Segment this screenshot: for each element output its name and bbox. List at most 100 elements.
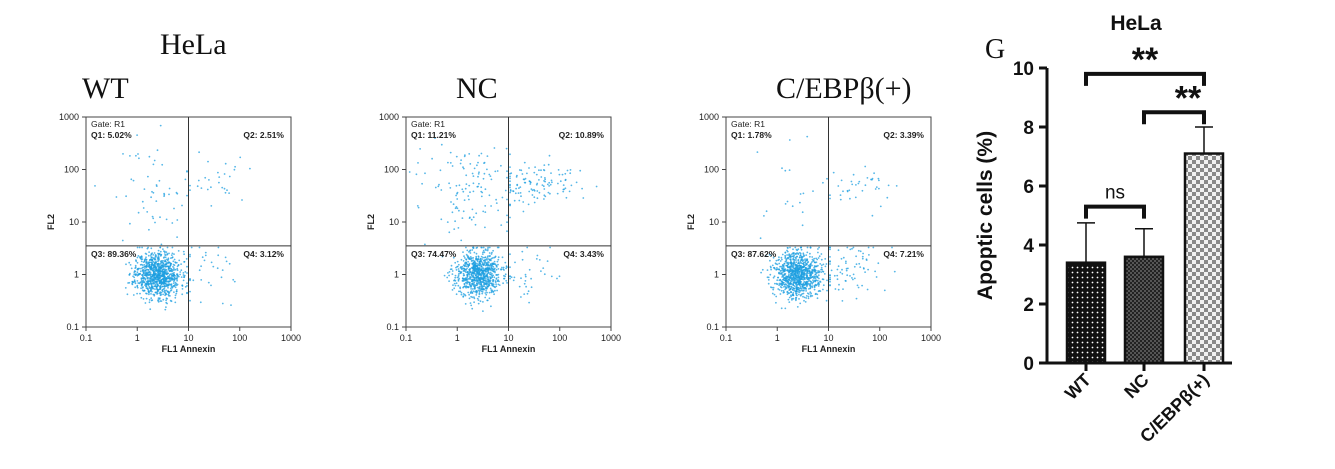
event-dot <box>463 285 466 287</box>
event-dot <box>497 279 499 281</box>
event-dot <box>802 288 804 290</box>
event-dot <box>800 289 803 292</box>
event-dot <box>783 283 785 286</box>
event-dot <box>146 280 149 283</box>
event-dot <box>816 279 819 282</box>
event-dot <box>165 289 168 292</box>
event-dot <box>465 265 468 268</box>
event-dot <box>879 205 882 208</box>
event-dot <box>492 279 495 281</box>
event-dot <box>494 270 496 273</box>
event-dot <box>480 287 483 290</box>
event-dot <box>518 169 521 171</box>
event-dot <box>527 203 530 206</box>
event-dot <box>464 277 466 280</box>
event-dot <box>796 252 798 254</box>
event-dot <box>526 292 529 295</box>
x-tick-label: NC <box>1120 370 1153 403</box>
event-dot <box>816 276 818 279</box>
event-dot <box>871 178 873 181</box>
event-dot <box>509 277 511 280</box>
event-dot <box>489 259 491 261</box>
event-dot <box>180 269 183 272</box>
event-dot <box>184 178 187 181</box>
event-dot <box>472 190 475 193</box>
event-dot <box>175 289 178 291</box>
event-dot <box>475 292 478 294</box>
event-dot <box>115 196 118 198</box>
event-dot <box>149 273 152 276</box>
event-dot <box>217 254 220 257</box>
event-dot <box>476 273 479 276</box>
event-dot <box>159 216 161 219</box>
event-dot <box>789 255 792 258</box>
event-dot <box>542 185 545 188</box>
event-dot <box>230 304 232 306</box>
event-dot <box>461 277 464 280</box>
event-dot <box>791 277 794 280</box>
event-dot <box>458 184 461 187</box>
event-dot <box>806 292 809 295</box>
event-dot <box>143 188 146 190</box>
event-dot <box>473 276 475 279</box>
event-dot <box>182 279 185 282</box>
event-dot <box>790 273 793 276</box>
event-dot <box>845 269 848 272</box>
event-dot <box>128 261 131 264</box>
event-dot <box>168 270 171 272</box>
event-dot <box>802 292 805 295</box>
event-dot <box>133 273 136 276</box>
event-dot <box>476 277 478 279</box>
event-dot <box>543 273 546 276</box>
event-dot <box>144 258 147 260</box>
event-dot <box>167 281 170 283</box>
event-dot <box>447 272 449 274</box>
event-dot <box>455 184 458 187</box>
y-tick-label: 6 <box>1023 177 1034 198</box>
event-dot <box>806 272 809 274</box>
event-dot <box>464 268 467 271</box>
event-dot <box>786 246 789 249</box>
event-dot <box>480 263 482 266</box>
event-dot <box>791 280 794 282</box>
event-dot <box>469 291 472 294</box>
event-dot <box>474 223 477 226</box>
event-dot <box>784 307 787 310</box>
event-dot <box>793 259 796 261</box>
event-dot <box>797 280 799 283</box>
event-dot <box>773 266 776 269</box>
event-dot <box>795 248 798 251</box>
event-dot <box>474 262 477 264</box>
event-dot <box>791 205 794 208</box>
event-dot <box>849 197 851 200</box>
event-dot <box>156 280 158 282</box>
event-dot <box>170 254 173 256</box>
event-dot <box>147 254 150 257</box>
event-dot <box>181 293 184 296</box>
event-dot <box>506 282 508 284</box>
event-dot <box>794 271 797 273</box>
event-dot <box>816 271 819 274</box>
event-dot <box>164 260 167 262</box>
event-dot <box>485 271 487 273</box>
event-dot <box>173 271 175 274</box>
event-dot <box>153 276 156 279</box>
event-dot <box>768 253 771 256</box>
event-dot <box>505 279 508 282</box>
event-dot <box>488 284 491 287</box>
event-dot <box>150 247 153 250</box>
event-dot <box>802 253 805 256</box>
event-dot <box>162 288 165 290</box>
event-dot <box>165 306 167 308</box>
event-dot <box>490 178 493 181</box>
event-dot <box>817 248 819 250</box>
event-dot <box>812 260 814 262</box>
event-dot <box>496 289 498 292</box>
event-dot <box>775 295 778 298</box>
event-dot <box>488 252 491 254</box>
event-dot <box>811 264 813 267</box>
event-dot <box>775 268 778 271</box>
event-dot <box>144 252 147 255</box>
event-dot <box>789 270 792 273</box>
event-dot <box>562 190 565 193</box>
